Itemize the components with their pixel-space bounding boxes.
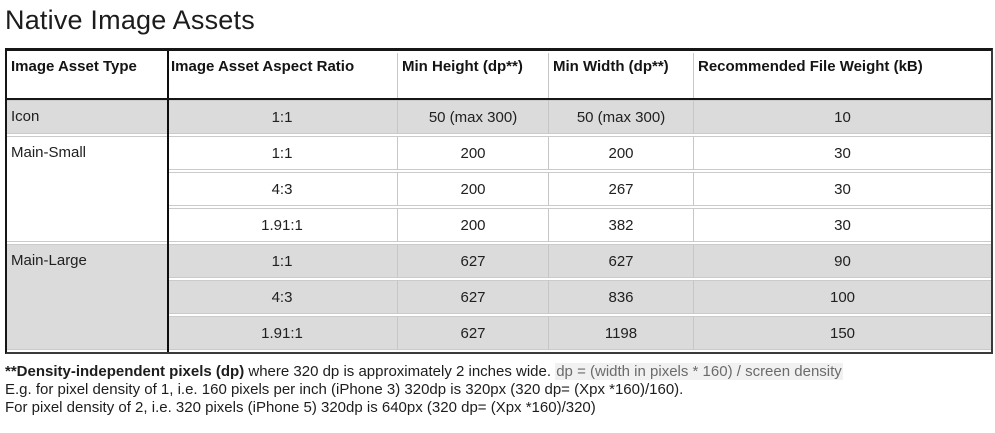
min-height-cell: 200	[397, 136, 548, 170]
aspect-ratio-cell: 1:1	[167, 244, 397, 278]
file-weight-cell: 30	[693, 136, 991, 170]
aspect-ratio-cell: 4:3	[167, 172, 397, 206]
footnote: **Density-independent pixels (dp) where …	[5, 363, 995, 417]
table-header: Image Asset Type Image Asset Aspect Ratio…	[7, 53, 991, 98]
min-width-cell: 50 (max 300)	[548, 100, 693, 134]
table-row: 4:3 200 267 30	[7, 172, 991, 206]
asset-type-cell: Main-Small	[7, 136, 167, 242]
min-height-cell: 627	[397, 280, 548, 314]
column-header: Recommended File Weight (kB)	[693, 53, 991, 98]
aspect-ratio-cell: 1.91:1	[167, 316, 397, 350]
header-divider-line	[7, 98, 991, 100]
column-divider-line	[167, 51, 169, 352]
dp-formula: dp = (width in pixels * 160) / screen de…	[555, 363, 843, 380]
column-header: Image Asset Aspect Ratio	[167, 53, 397, 98]
aspect-ratio-cell: 4:3	[167, 280, 397, 314]
min-height-cell: 200	[397, 208, 548, 242]
table-body: Icon 1:1 50 (max 300) 50 (max 300) 10 Main-Sm…	[7, 100, 991, 350]
footnote-dp-term: **Density-independent pixels (dp)	[5, 363, 245, 380]
min-width-cell: 382	[548, 208, 693, 242]
min-width-cell: 627	[548, 244, 693, 278]
file-weight-cell: 30	[693, 208, 991, 242]
min-width-cell: 1198	[548, 316, 693, 350]
table-row: Main-Small 1:1 200 200 30	[7, 136, 991, 242]
min-height-cell: 50 (max 300)	[397, 100, 548, 134]
file-weight-cell: 90	[693, 244, 991, 278]
min-height-cell: 627	[397, 316, 548, 350]
column-header: Min Width (dp**)	[548, 53, 693, 98]
aspect-ratio-cell: 1:1	[167, 100, 397, 134]
footnote-line2: E.g. for pixel density of 1, i.e. 160 pi…	[5, 381, 684, 398]
table-row: 1.91:1 627 1198 150	[7, 316, 991, 350]
footnote-line1-text: where 320 dp is approximately 2 inches w…	[244, 363, 556, 380]
min-width-cell: 200	[548, 136, 693, 170]
assets-table-wrapper: Image Asset Type Image Asset Aspect Ratio…	[5, 48, 993, 354]
footnote-line3: For pixel density of 2, i.e. 320 pixels …	[5, 399, 596, 416]
file-weight-cell: 30	[693, 172, 991, 206]
file-weight-cell: 150	[693, 316, 991, 350]
min-height-cell: 627	[397, 244, 548, 278]
min-width-cell: 267	[548, 172, 693, 206]
native-image-assets-table: Image Asset Type Image Asset Aspect Ratio…	[7, 51, 991, 352]
table-row: Icon 1:1 50 (max 300) 50 (max 300) 10	[7, 100, 991, 134]
file-weight-cell: 100	[693, 280, 991, 314]
page-title: Native Image Assets	[5, 5, 255, 35]
table-row: 1.91:1 200 382 30	[7, 208, 991, 242]
column-header: Min Height (dp**)	[397, 53, 548, 98]
file-weight-cell: 10	[693, 100, 991, 134]
aspect-ratio-cell: 1:1	[167, 136, 397, 170]
table-row: 4:3 627 836 100	[7, 280, 991, 314]
table-row: Main-Large 1:1 627 627 90	[7, 244, 991, 350]
min-width-cell: 836	[548, 280, 693, 314]
column-header: Image Asset Type	[7, 53, 167, 98]
header-row: Image Asset Type Image Asset Aspect Ratio…	[7, 53, 991, 98]
min-height-cell: 200	[397, 172, 548, 206]
aspect-ratio-cell: 1.91:1	[167, 208, 397, 242]
asset-type-cell: Main-Large	[7, 244, 167, 350]
asset-type-cell: Icon	[7, 100, 167, 134]
